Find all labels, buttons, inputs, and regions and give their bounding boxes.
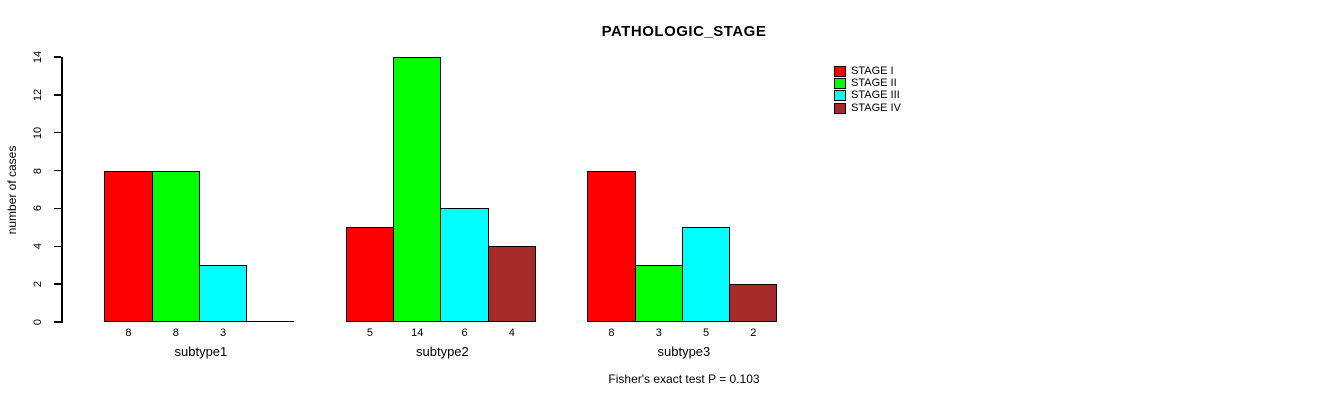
chart-title: PATHOLOGIC_STAGE xyxy=(601,23,767,40)
y-tick xyxy=(54,283,61,285)
y-tick xyxy=(54,169,61,172)
bar xyxy=(634,265,683,322)
bar-value-label: 6 xyxy=(461,327,468,339)
y-tick xyxy=(54,321,61,323)
zero-bar xyxy=(246,320,295,322)
y-tick-label: 12 xyxy=(32,88,44,101)
bar xyxy=(104,170,153,322)
y-tick-label: 8 xyxy=(32,167,44,174)
bar-value-label: 8 xyxy=(125,327,132,339)
y-tick xyxy=(54,94,61,96)
legend-label: STAGE I xyxy=(851,64,894,77)
bar-value-label: 8 xyxy=(608,327,615,339)
bar xyxy=(487,246,536,322)
group-label: subtype3 xyxy=(657,344,711,359)
bar xyxy=(393,57,442,322)
legend-item: STAGE I xyxy=(834,65,901,77)
bar xyxy=(440,208,489,322)
y-axis-label: number of cases xyxy=(5,145,19,235)
y-tick-label: 6 xyxy=(32,205,44,212)
legend-label: STAGE II xyxy=(851,76,897,89)
legend-swatch xyxy=(834,77,846,89)
bar-value-label: 14 xyxy=(411,327,424,339)
y-tick-label: 4 xyxy=(32,243,44,250)
legend-item: STAGE IV xyxy=(834,102,901,114)
y-tick xyxy=(54,207,61,210)
y-tick-label: 14 xyxy=(32,50,44,64)
bar-value-label: 5 xyxy=(366,327,373,339)
bar-value-label: 4 xyxy=(508,327,515,339)
legend: STAGE I STAGE II STAGE III STAGE IV xyxy=(834,65,901,114)
bar-value-label: 3 xyxy=(219,327,227,339)
y-tick-label: 0 xyxy=(32,318,44,326)
y-axis-line xyxy=(61,57,63,323)
y-tick-label: 2 xyxy=(32,281,44,288)
y-tick-label: 10 xyxy=(32,126,44,139)
bar xyxy=(587,170,636,322)
legend-swatch xyxy=(834,102,846,114)
footer-annotation: Fisher's exact test P = 0.103 xyxy=(608,372,760,386)
y-tick xyxy=(54,56,61,58)
group-label: subtype2 xyxy=(416,344,469,359)
legend-label: STAGE IV xyxy=(851,101,901,114)
legend-swatch xyxy=(834,90,846,102)
legend-item: STAGE II xyxy=(834,77,901,89)
legend-swatch xyxy=(834,65,846,77)
legend-item: STAGE III xyxy=(834,90,901,102)
bar xyxy=(198,265,248,322)
bar-value-label: 5 xyxy=(702,327,710,339)
bar-value-label: 8 xyxy=(172,327,179,339)
y-tick xyxy=(54,245,61,248)
bar xyxy=(681,227,731,322)
bar xyxy=(345,227,395,322)
bar-value-label: 2 xyxy=(750,327,757,339)
legend-label: STAGE III xyxy=(851,89,900,102)
y-tick xyxy=(54,131,61,134)
group-label: subtype1 xyxy=(174,344,228,359)
bar xyxy=(729,284,778,322)
bar xyxy=(151,170,200,322)
bar-value-label: 3 xyxy=(655,327,662,339)
